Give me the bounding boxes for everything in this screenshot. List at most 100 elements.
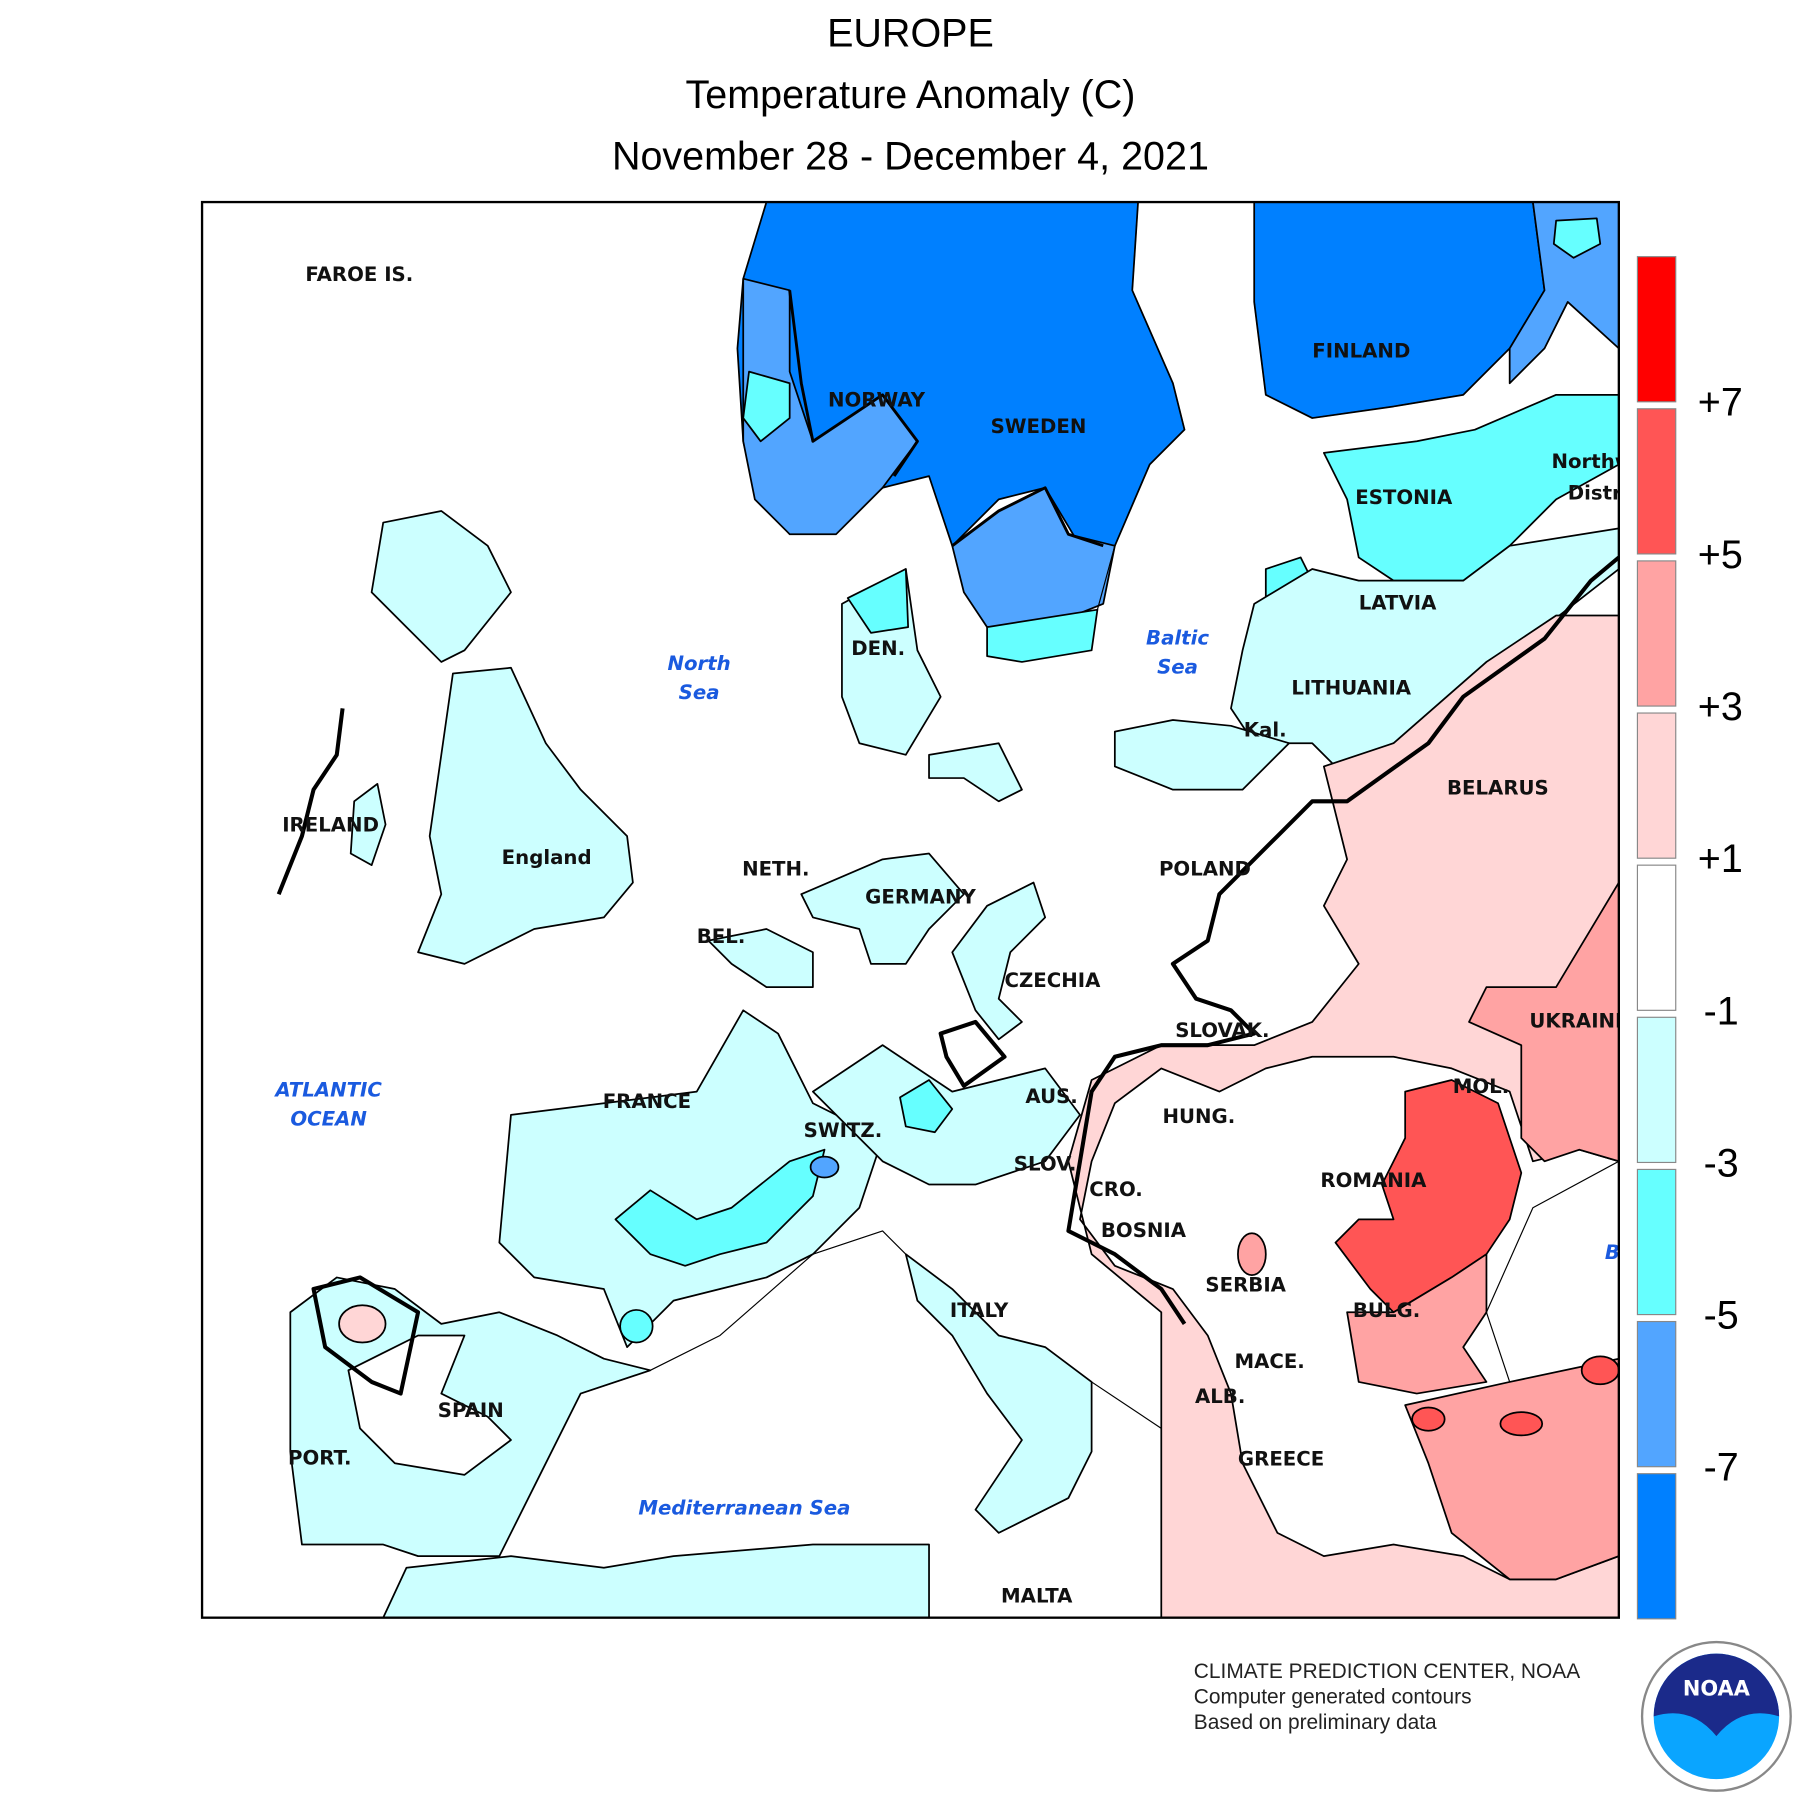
color-legend [1636, 256, 1677, 1620]
country-label: DEN. [851, 637, 905, 660]
map-subtitle: Temperature Anomaly (C) [685, 73, 1136, 118]
country-label: PORT. [288, 1446, 352, 1469]
region-bulgaria-salmon [1346, 1253, 1488, 1395]
credit-note-contours: Computer generated contours [1193, 1685, 1472, 1709]
contour-zero-ireland [276, 708, 345, 895]
noaa-logo: NOAA [1640, 1640, 1792, 1792]
legend-swatch [1636, 864, 1677, 1011]
country-label: ALB. [1195, 1385, 1245, 1408]
country-label: MACE. [1234, 1350, 1304, 1373]
legend-tick-label: +3 [1697, 685, 1743, 730]
legend-swatch [1636, 1320, 1677, 1468]
region-scotland-light-cyan [370, 510, 512, 663]
country-label: FRANCE [603, 1090, 691, 1113]
region-norway-cyan [742, 370, 791, 443]
country-label: CZECHIA [1005, 969, 1102, 992]
region-turkey-red-1 [1411, 1406, 1446, 1432]
region-spain-cyan-spot [619, 1309, 654, 1344]
region-england-light-cyan [417, 666, 634, 965]
region-denmark-cyan [846, 568, 909, 634]
country-label: SLOVAK. [1175, 1019, 1269, 1042]
sea-label: North [667, 652, 730, 675]
region-ukraine-salmon [1468, 881, 1619, 1163]
map-frame [200, 200, 1620, 1619]
country-label: BEL. [697, 925, 746, 948]
country-label: POLAND [1159, 858, 1251, 881]
country-label: CRO. [1089, 1178, 1143, 1201]
country-label: AUS. [1025, 1085, 1077, 1108]
svg-text:NOAA: NOAA [1683, 1676, 1751, 1700]
region-turkey-red-2 [1499, 1411, 1544, 1437]
region-east-pink [1067, 614, 1619, 1618]
region-ireland-light-cyan [349, 782, 387, 867]
country-label: LITHUANIA [1291, 676, 1411, 699]
country-label: Distri [1568, 481, 1629, 504]
region-german-coast-light-cyan [928, 742, 1023, 803]
country-label: BOSNIA [1101, 1219, 1187, 1242]
region-alps-blue-spot [809, 1155, 840, 1179]
country-label: ROMANIA [1320, 1169, 1427, 1192]
region-alps-cyan [899, 1079, 954, 1134]
contour-scandinavia [788, 290, 1104, 548]
legend-swatch [1636, 1473, 1677, 1620]
country-label: SWEDEN [991, 415, 1087, 438]
country-label: BULG. [1353, 1299, 1420, 1322]
legend-swatch [1636, 408, 1677, 555]
country-label: NORWAY [828, 388, 926, 411]
legend-tick-label: +1 [1697, 837, 1743, 882]
legend-swatch [1636, 1168, 1677, 1316]
credit-note-preliminary: Based on preliminary data [1193, 1710, 1437, 1734]
country-label: SPAIN [438, 1399, 504, 1422]
sea-label: ATLANTIC [273, 1078, 382, 1101]
credit-source: CLIMATE PREDICTION CENTER, NOAA [1193, 1659, 1581, 1683]
country-label: NETH. [742, 858, 809, 881]
country-label: GERMANY [865, 885, 976, 908]
region-spain-pink-spot [338, 1304, 387, 1344]
region-sweden-cyan [986, 608, 1099, 663]
coastline-mediterranean [533, 1160, 1619, 1487]
region-serbia-pink-spot [1237, 1232, 1267, 1276]
region-turkey-red-3 [1580, 1355, 1619, 1386]
country-label: Northw [1551, 450, 1633, 473]
region-poland-coast-light-cyan [1113, 719, 1290, 791]
country-label: LATVIA [1359, 592, 1437, 615]
region-germany-light-cyan [800, 852, 965, 965]
country-label: MALTA [1001, 1585, 1073, 1608]
sea-label: Mediterranean Sea [638, 1496, 850, 1519]
sea-label: B [1605, 1241, 1620, 1264]
country-label: GREECE [1238, 1448, 1324, 1471]
region-benelux-light-cyan [707, 928, 814, 988]
legend-tick-label: -1 [1703, 989, 1739, 1034]
legend-tick-label: -5 [1703, 1293, 1739, 1338]
country-label: SLOV. [1014, 1153, 1077, 1176]
country-label: IRELAND [282, 813, 379, 836]
contour-zero-alps [938, 1019, 1007, 1088]
country-label: HUNG. [1162, 1105, 1235, 1128]
legend-swatch [1636, 560, 1677, 707]
country-label: ITALY [950, 1299, 1009, 1322]
country-label: SERBIA [1205, 1273, 1286, 1296]
map-title: EUROPE [827, 11, 994, 56]
legend-tick-label: +7 [1697, 380, 1743, 426]
credits: CLIMATE PREDICTION CENTER, NOAA Computer… [1194, 1658, 1580, 1735]
country-label: ESTONIA [1355, 486, 1453, 509]
country-label: England [502, 846, 592, 869]
sea-label: Sea [1157, 656, 1198, 679]
region-estonia-cyan [1322, 393, 1619, 582]
region-turkey-salmon [1404, 1357, 1619, 1581]
legend-swatch [1636, 256, 1677, 403]
legend-swatch [1636, 712, 1677, 859]
country-label: SWITZ. [804, 1119, 883, 1142]
region-italy-light-cyan [904, 1253, 1093, 1534]
region-czechia-light-cyan [951, 881, 1047, 1041]
sea-label: Baltic [1146, 627, 1209, 650]
coastline-baltic [1096, 202, 1464, 610]
country-label: FINLAND [1312, 340, 1410, 363]
country-label: FAROE IS. [305, 263, 413, 286]
country-label: MOL. [1453, 1075, 1510, 1098]
region-north-africa-light-cyan [382, 1543, 930, 1618]
legend-tick-label: +5 [1697, 533, 1743, 578]
country-label: Kal. [1244, 718, 1287, 741]
region-ne-cyan-spot [1552, 217, 1602, 259]
